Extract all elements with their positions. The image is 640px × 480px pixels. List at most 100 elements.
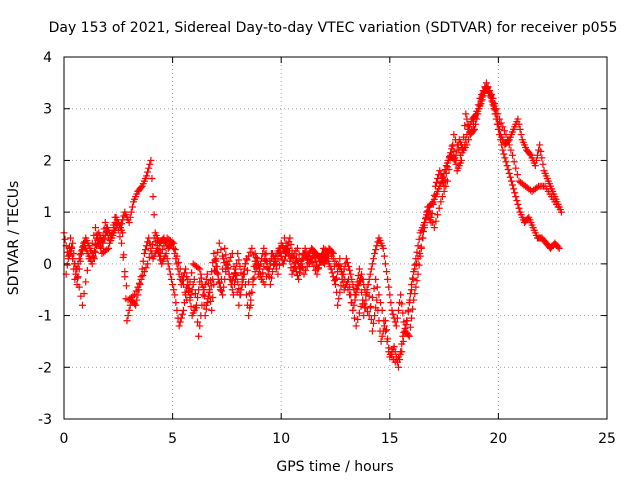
data-point (106, 237, 114, 245)
data-point (251, 257, 259, 265)
data-point (434, 211, 442, 219)
data-point (408, 286, 416, 294)
data-point (352, 291, 360, 299)
data-point (163, 255, 171, 263)
data-point (235, 256, 243, 264)
y-tick-label: 3 (43, 102, 52, 118)
data-point (383, 268, 391, 276)
data-point (430, 224, 438, 232)
data-point (88, 260, 96, 268)
data-point (380, 252, 388, 260)
data-point (284, 244, 292, 252)
data-point (531, 162, 539, 170)
data-point (69, 239, 77, 247)
data-point (536, 141, 544, 149)
x-tick-label: 0 (60, 431, 69, 447)
data-point (118, 239, 126, 247)
data-point (183, 296, 191, 304)
data-point (404, 306, 412, 314)
data-point (438, 175, 446, 183)
data-point (370, 284, 378, 292)
data-point (411, 265, 419, 273)
data-point (468, 125, 476, 133)
data-point (269, 255, 277, 263)
series-group (62, 84, 565, 340)
data-point (383, 326, 391, 334)
data-point (351, 314, 359, 322)
data-point (145, 253, 153, 261)
data-point (378, 332, 386, 340)
data-point (228, 277, 236, 285)
data-point (429, 218, 437, 226)
data-point (411, 290, 419, 298)
data-point (67, 250, 75, 258)
data-point (440, 187, 448, 195)
data-point (450, 155, 458, 163)
data-point (260, 244, 268, 252)
data-point (137, 184, 145, 192)
data-point (419, 234, 427, 242)
data-point (368, 327, 376, 335)
data-point (223, 261, 231, 269)
data-point (354, 315, 362, 323)
data-point (301, 244, 309, 252)
data-point (147, 156, 155, 164)
data-point (192, 301, 200, 309)
data-point (332, 281, 339, 289)
data-point (333, 274, 341, 282)
data-point (122, 282, 130, 290)
data-point (181, 288, 189, 296)
data-point (554, 203, 562, 211)
data-point (217, 287, 225, 295)
data-point (235, 301, 243, 309)
data-point (228, 286, 236, 294)
data-point (515, 120, 523, 128)
data-point (368, 293, 376, 301)
data-point (127, 208, 135, 216)
data-point (482, 79, 490, 87)
data-point (339, 270, 347, 278)
data-point (417, 244, 425, 252)
data-point (202, 301, 210, 309)
data-point (202, 275, 210, 283)
data-point (370, 319, 378, 327)
data-point (125, 306, 133, 314)
y-tick-label: -3 (38, 412, 52, 428)
data-point (140, 250, 148, 258)
data-point (354, 282, 362, 290)
data-point (471, 114, 479, 122)
data-point (416, 250, 424, 258)
data-point (173, 260, 181, 268)
data-point (248, 288, 256, 296)
data-point (230, 262, 238, 270)
data-point (247, 296, 255, 304)
data-point (478, 90, 486, 98)
data-point (391, 318, 399, 326)
data-point (429, 200, 437, 208)
data-point (398, 300, 406, 308)
data-point (355, 309, 363, 317)
data-point (217, 246, 225, 254)
data-point (460, 133, 468, 141)
data-point (175, 322, 183, 330)
data-point (175, 259, 183, 267)
data-point (532, 156, 540, 164)
data-point (489, 94, 497, 102)
data-point (140, 268, 148, 276)
data-point (65, 244, 73, 252)
data-point (384, 275, 392, 283)
data-point (125, 218, 133, 226)
data-point (452, 160, 460, 168)
data-point (168, 238, 176, 246)
data-point (128, 203, 136, 211)
data-point (512, 164, 520, 172)
data-point (150, 211, 158, 219)
data-point (421, 224, 429, 232)
data-point (145, 164, 153, 172)
data-point (91, 224, 99, 232)
data-point (392, 322, 400, 330)
data-point (199, 291, 207, 299)
data-point (279, 260, 287, 268)
data-point (507, 177, 515, 185)
data-point (206, 288, 214, 296)
